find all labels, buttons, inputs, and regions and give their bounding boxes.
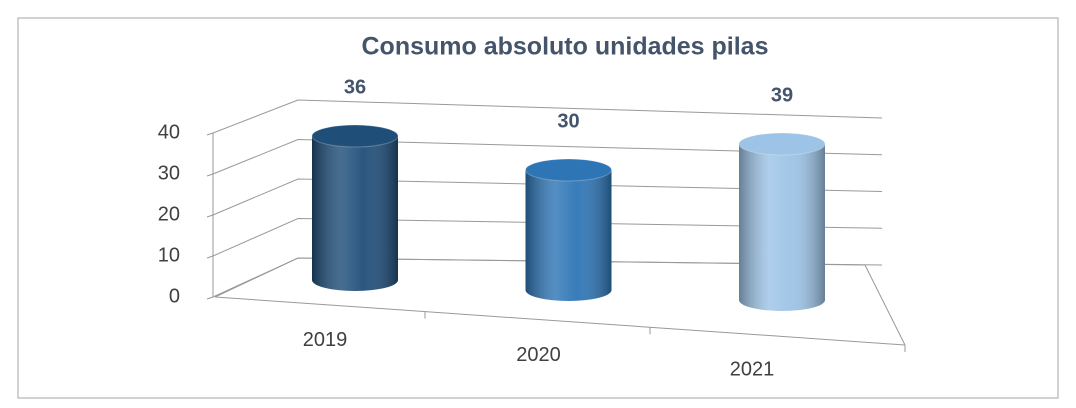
x-tick-label: 2019 [303,329,348,351]
bar-top [311,124,399,148]
y-tick-label: 0 [169,285,180,307]
value-label: 39 [771,84,793,106]
grid-line [212,178,883,216]
y-tick-label: 40 [158,121,180,143]
y-tick [206,173,214,177]
y-tick [206,255,214,259]
value-label: 36 [344,76,366,98]
bar-top [738,132,826,156]
bar-top [525,158,612,182]
x-tick-label: 2020 [516,344,561,366]
x-tick-label: 2021 [730,359,775,381]
y-tick [206,214,214,218]
y-tick [206,132,214,136]
chart-title: Consumo absoluto unidades pilas [362,33,769,61]
bar-shade [312,136,398,291]
bar-shade [525,170,612,302]
y-tick [206,296,214,300]
grid-line [212,138,883,175]
x-axis [214,296,906,346]
grid-line [212,257,883,298]
y-tick-label: 20 [158,203,180,225]
y-tick-label: 10 [158,244,180,266]
bar-shade [739,144,825,311]
y-tick-label: 30 [158,162,180,184]
grid-line [212,99,883,134]
value-label: 30 [557,110,579,132]
grid-line [212,217,883,257]
